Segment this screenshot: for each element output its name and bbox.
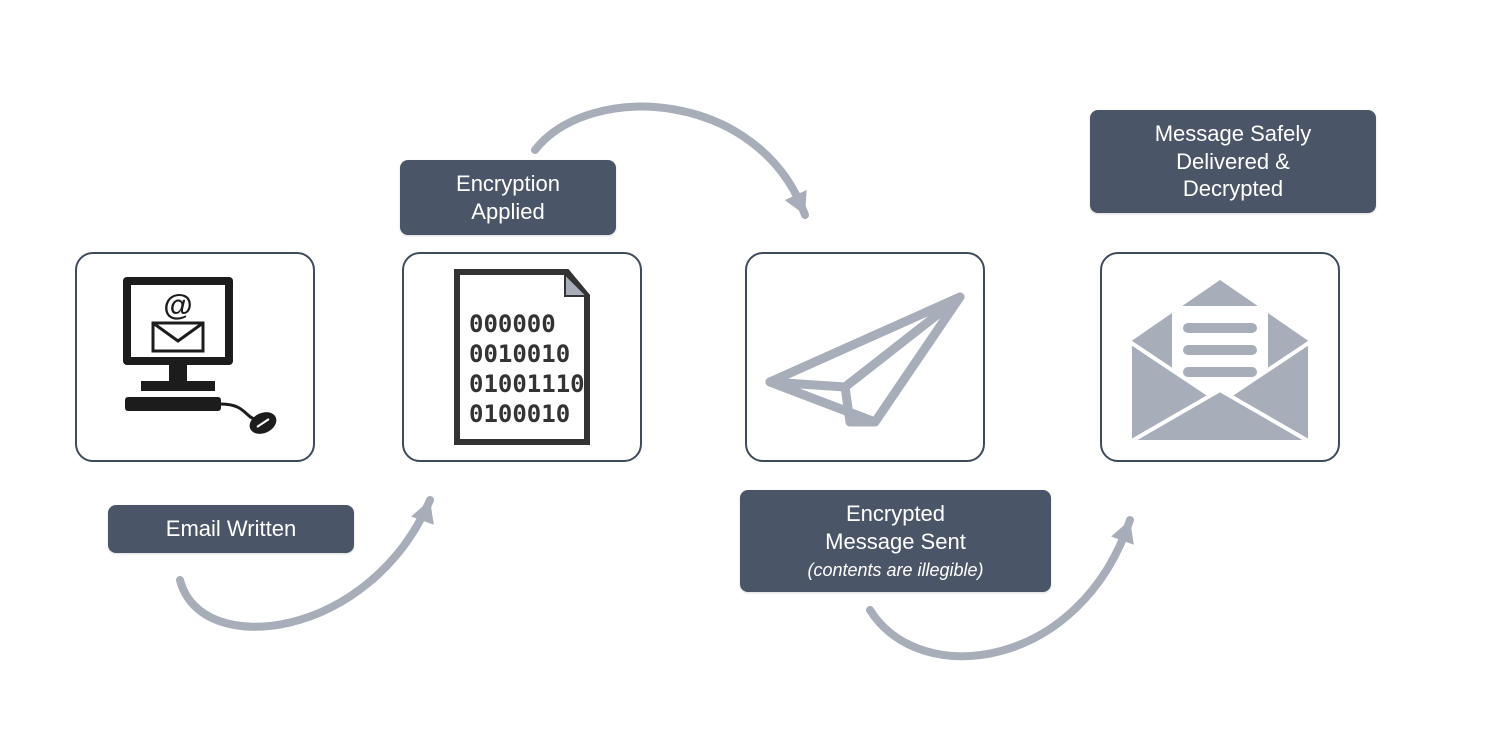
step-card-encrypted-sent — [745, 252, 985, 462]
flow-arrow-head — [1111, 516, 1141, 545]
binary-doc-icon: 000000 0010010 01001110 0100010 — [437, 262, 607, 452]
binary-line-4: 0100010 — [469, 400, 570, 428]
flow-arrow-head — [411, 496, 441, 525]
step-card-encryption-applied: 000000 0010010 01001110 0100010 — [402, 252, 642, 462]
binary-line-3: 01001110 — [469, 370, 585, 398]
step-label-delivered-decrypted: Message SafelyDelivered &Decrypted — [1090, 110, 1376, 213]
step-card-email-written: @ — [75, 252, 315, 462]
label-subtext: (contents are illegible) — [758, 559, 1033, 582]
computer-icon: @ — [95, 267, 295, 447]
flow-arrow-head — [785, 190, 816, 220]
label-text: EncryptedMessage Sent — [825, 501, 966, 554]
binary-line-1: 000000 — [469, 310, 556, 338]
label-text: Email Written — [166, 516, 296, 541]
label-text: EncryptionApplied — [456, 171, 560, 224]
diagram-stage: @ 000000 0010010 01001110 0100010 — [0, 0, 1490, 748]
step-label-encrypted-sent: EncryptedMessage Sent (contents are ille… — [740, 490, 1051, 592]
step-card-delivered-decrypted — [1100, 252, 1340, 462]
label-text: Message SafelyDelivered &Decrypted — [1155, 121, 1312, 201]
envelope-open-icon — [1110, 262, 1330, 452]
svg-text:@: @ — [163, 289, 192, 322]
step-label-encryption-applied: EncryptionApplied — [400, 160, 616, 235]
step-label-email-written: Email Written — [108, 505, 354, 553]
paper-plane-icon — [755, 272, 975, 442]
binary-line-2: 0010010 — [469, 340, 570, 368]
